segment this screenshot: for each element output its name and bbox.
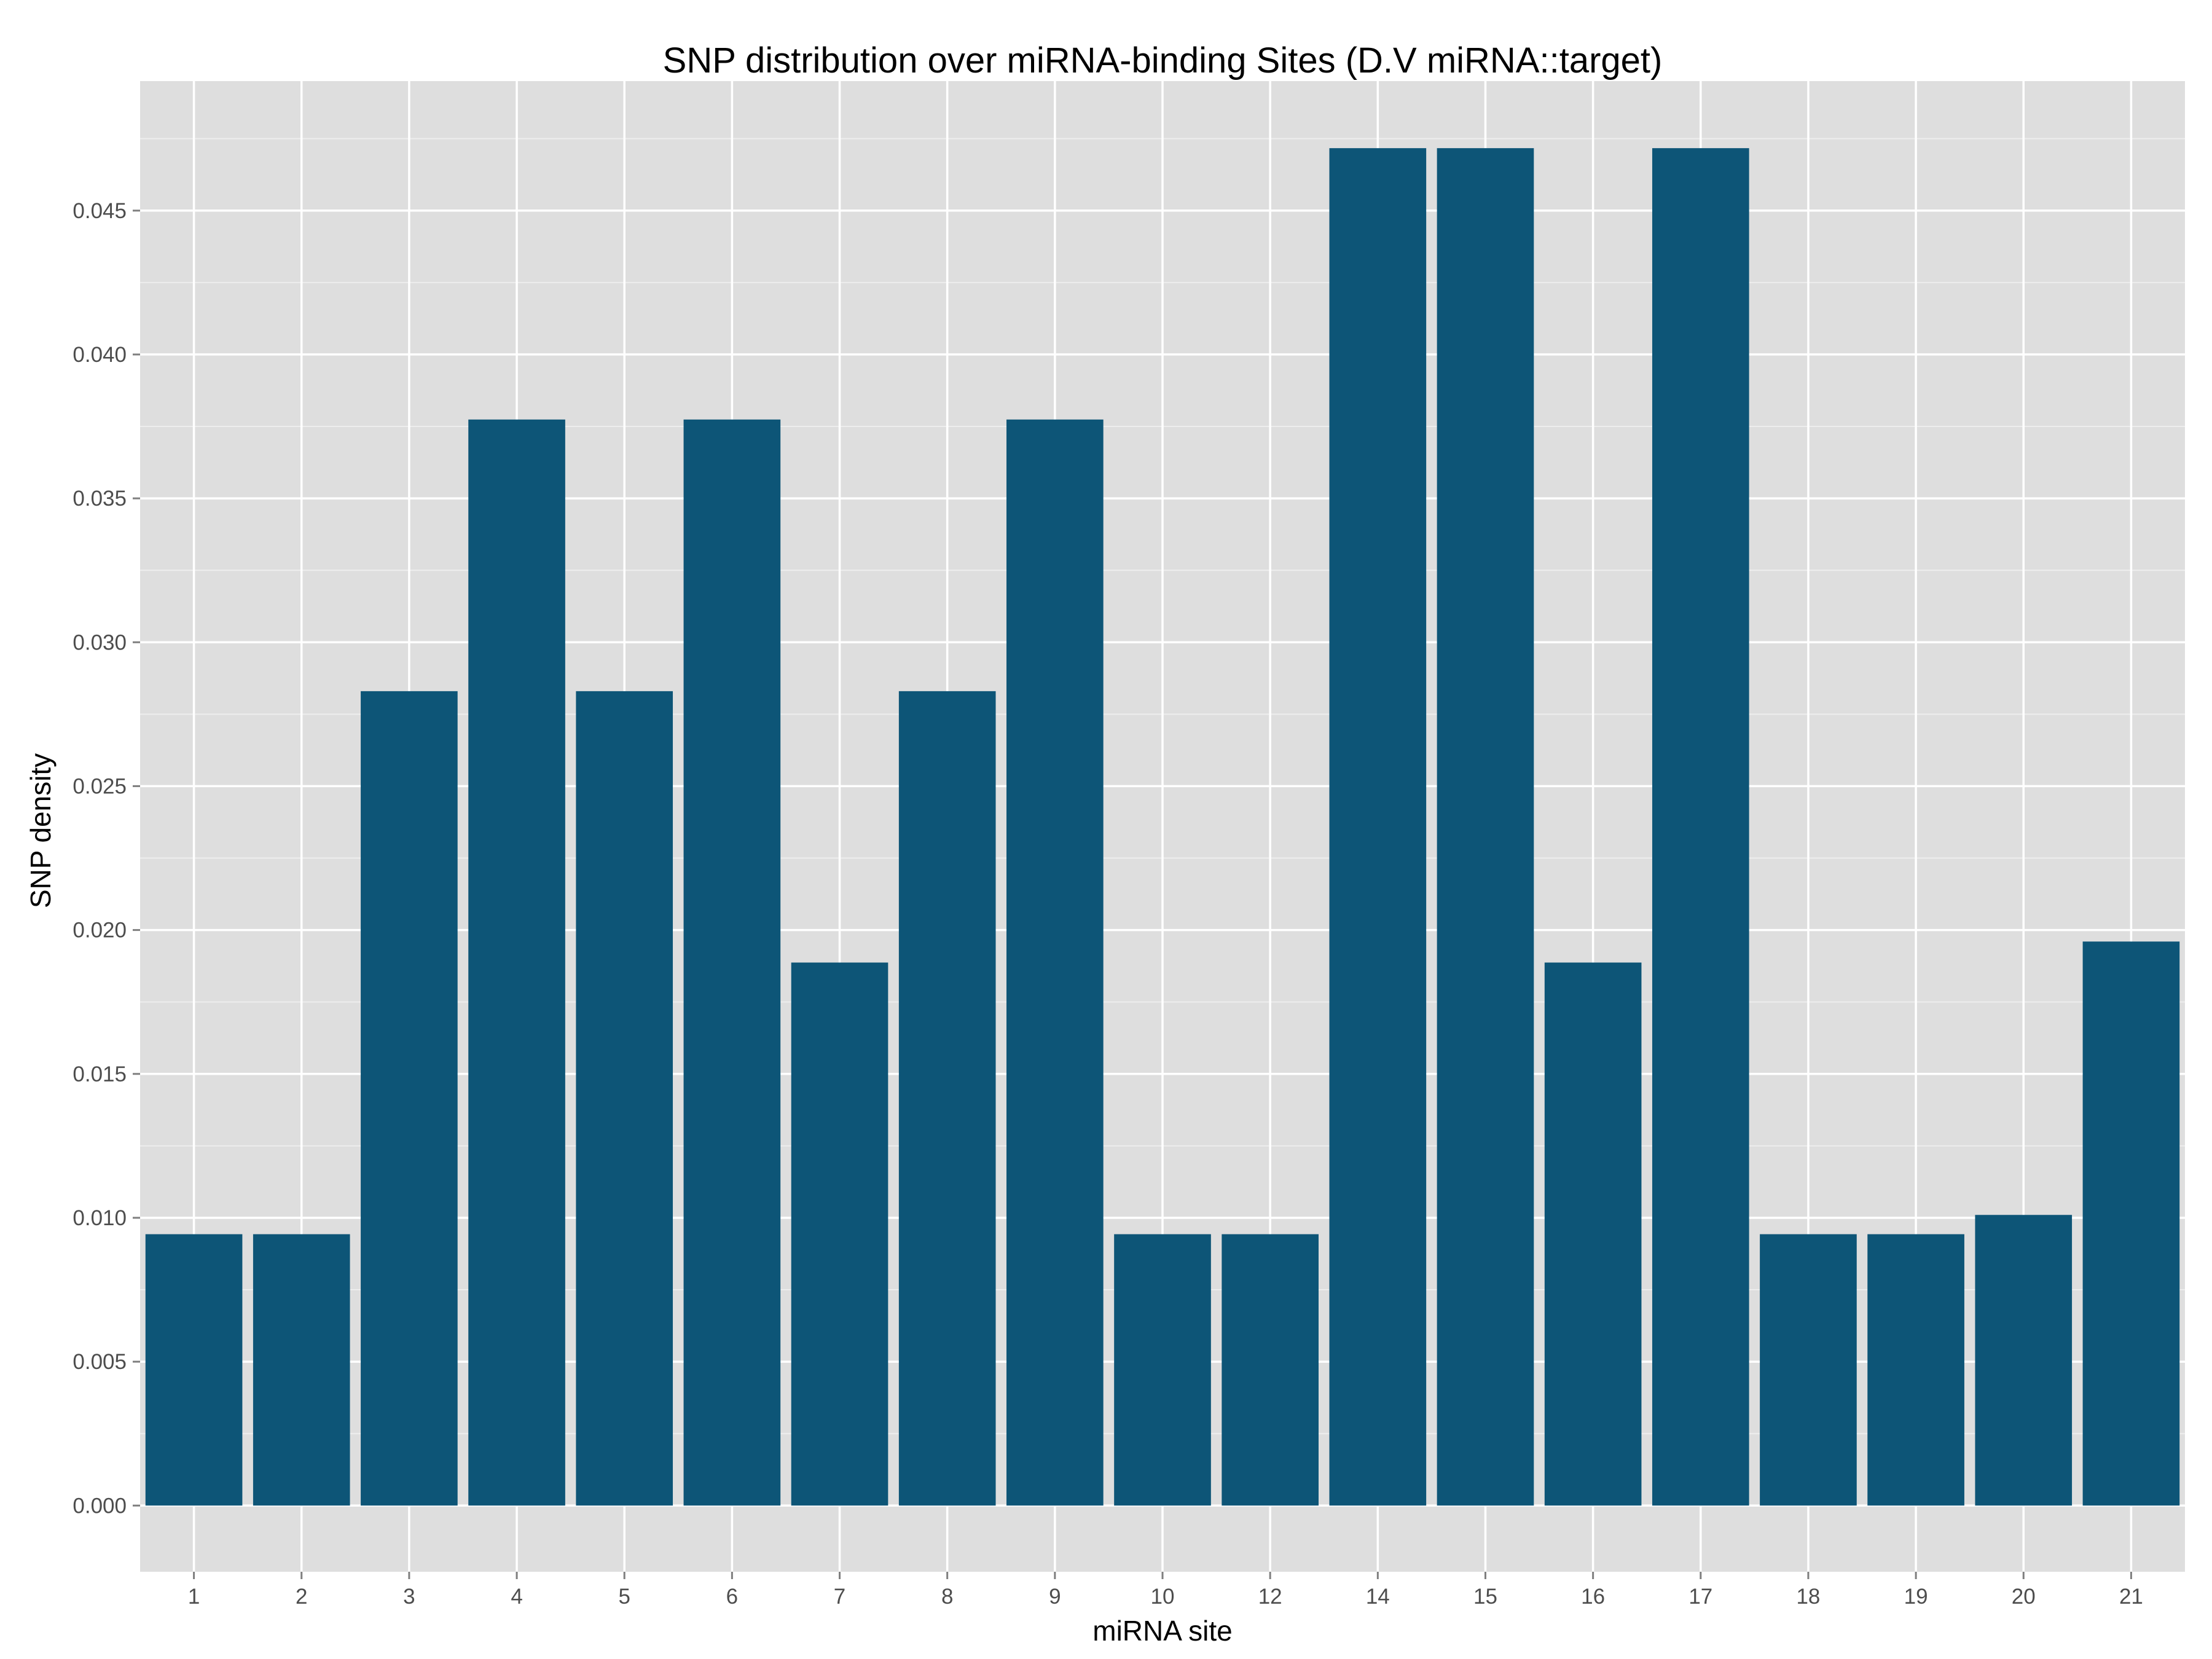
x-tick-label: 8	[941, 1585, 953, 1609]
x-tick-label: 14	[1366, 1585, 1390, 1609]
x-tick-label: 21	[2119, 1585, 2143, 1609]
y-axis-title: SNP density	[25, 753, 57, 908]
bar	[1006, 419, 1104, 1506]
x-tick-label: 6	[726, 1585, 738, 1609]
bar	[145, 1234, 243, 1506]
y-tick-label: 0.035	[73, 487, 127, 511]
y-axis: 0.000 0.005 0.010 0.015 0.020 0.025 0.030 0.035…	[73, 199, 140, 1518]
bar	[576, 691, 673, 1506]
x-tick-label: 4	[511, 1585, 522, 1609]
x-tick-label: 2	[296, 1585, 307, 1609]
bar	[1975, 1215, 2073, 1506]
y-tick-label: 0.045	[73, 199, 127, 223]
bar	[1760, 1234, 1857, 1506]
y-tick-label: 0.030	[73, 630, 127, 654]
y-tick-label: 0.005	[73, 1350, 127, 1374]
y-tick-label: 0.015	[73, 1062, 127, 1086]
y-tick-label: 0.020	[73, 919, 127, 943]
bar	[1867, 1234, 1964, 1506]
bar	[2082, 941, 2180, 1506]
x-tick-label: 17	[1688, 1585, 1712, 1609]
bar	[1222, 1234, 1319, 1506]
bar	[468, 419, 565, 1506]
bar	[1114, 1234, 1211, 1506]
y-tick-label: 0.010	[73, 1206, 127, 1230]
x-tick-label: 1	[188, 1585, 200, 1609]
y-tick-label: 0.000	[73, 1494, 127, 1518]
x-tick-label: 7	[834, 1585, 845, 1609]
x-tick-label: 15	[1473, 1585, 1497, 1609]
x-tick-label: 10	[1151, 1585, 1175, 1609]
bar	[1544, 962, 1642, 1506]
x-tick-label: 20	[2012, 1585, 2036, 1609]
x-tick-label: 16	[1581, 1585, 1605, 1609]
bar	[1329, 148, 1427, 1506]
x-tick-label: 18	[1796, 1585, 1820, 1609]
x-tick-label: 12	[1258, 1585, 1282, 1609]
bar	[1652, 148, 1749, 1506]
x-tick-label: 19	[1904, 1585, 1928, 1609]
bars	[145, 148, 2180, 1506]
bar	[253, 1234, 350, 1506]
bar	[361, 691, 458, 1506]
x-axis: 1 2 3 4 5 6 7 8 9 10 12 14 15 16 17 18 19 20 21	[188, 1572, 2143, 1609]
chart-title: SNP distribution over miRNA-binding Site…	[663, 41, 1663, 80]
x-tick-label: 5	[618, 1585, 630, 1609]
bar	[898, 691, 996, 1506]
bar	[791, 962, 888, 1506]
x-tick-label: 3	[403, 1585, 415, 1609]
x-tick-label: 9	[1049, 1585, 1061, 1609]
bar	[683, 419, 781, 1506]
y-tick-label: 0.025	[73, 774, 127, 798]
y-tick-label: 0.040	[73, 343, 127, 367]
bar	[1437, 148, 1534, 1506]
x-axis-title: miRNA site	[1092, 1615, 1232, 1647]
